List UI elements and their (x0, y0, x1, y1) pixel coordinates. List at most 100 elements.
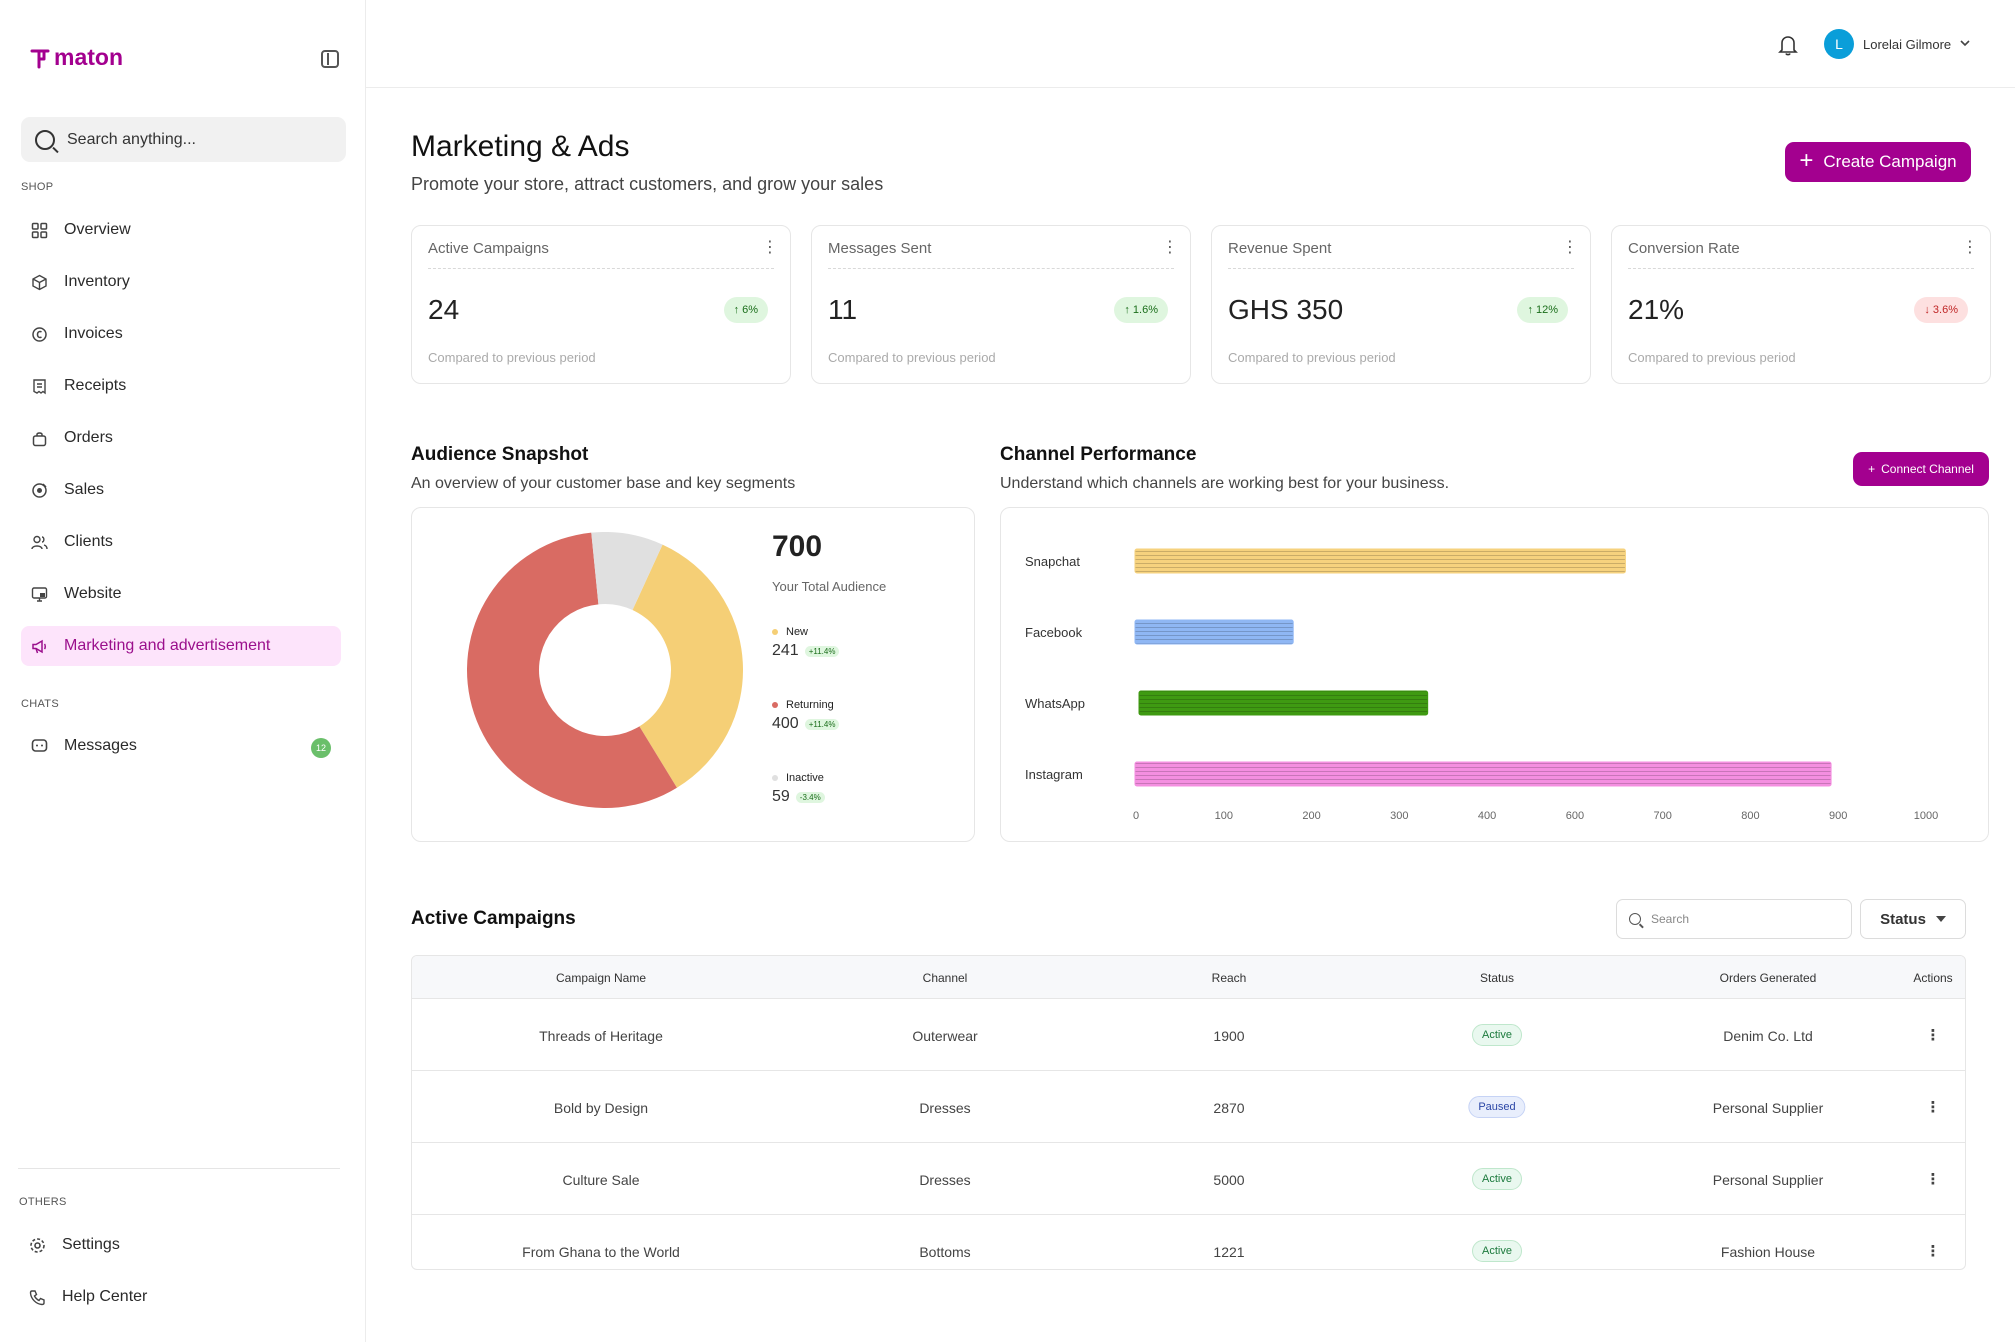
stat-change-badge: ↑ 12% (1517, 297, 1568, 323)
sidebar-item-marketing-and-advertisement[interactable]: Marketing and advertisement (21, 626, 341, 666)
user-name[interactable]: Lorelai Gilmore (1863, 37, 1952, 52)
column-header[interactable]: Channel (922, 971, 968, 985)
create-campaign-button[interactable]: + Create Campaign (1785, 142, 1971, 182)
logo-mark-icon (30, 49, 50, 68)
campaign-search-input[interactable]: Search (1616, 899, 1852, 939)
sidebar-divider (18, 1168, 340, 1169)
sidebar-item-clients[interactable]: Clients (21, 522, 341, 562)
donut-slice-returning (467, 532, 677, 808)
chevron-down-icon[interactable] (1959, 37, 1971, 49)
channel-title: Channel Performance (1000, 444, 1197, 465)
sidebar-item-help-center[interactable]: Help Center (19, 1277, 339, 1317)
x-tick-label: 800 (1741, 810, 1759, 822)
column-header[interactable]: Orders Generated (1719, 971, 1817, 985)
channel-cell: Bottoms (919, 1244, 971, 1260)
status-filter-label: Status (1880, 910, 1926, 928)
orders-generated-cell: Personal Supplier (1712, 1172, 1824, 1188)
row-actions-icon[interactable]: ⋮ (1925, 1171, 1941, 1188)
campaign-name-cell: Bold by Design (553, 1100, 649, 1116)
connect-channel-label: Connect Channel (1881, 462, 1974, 476)
sidebar-search-input[interactable]: Search anything... (21, 117, 346, 162)
page-subtitle: Promote your store, attract customers, a… (411, 174, 884, 194)
row-actions-icon[interactable]: ⋮ (1925, 1099, 1941, 1116)
audience-subtitle: An overview of your customer base and ke… (411, 475, 796, 492)
brand-logo[interactable]: maton (30, 44, 123, 71)
legend-dot (772, 775, 778, 781)
channel-bar-chart: Snapchat Facebook WhatsApp Instagram 0 100 200… (1025, 548, 1938, 822)
arrow-up-icon: ↑ (733, 304, 740, 316)
row-actions-icon[interactable]: ⋮ (1925, 1243, 1941, 1260)
stat-compare-text: Compared to previous period (428, 350, 596, 365)
more-options-icon[interactable]: ⋮ (1562, 239, 1578, 256)
stat-compare-text: Compared to previous period (1228, 350, 1396, 365)
column-header[interactable]: Actions (1913, 971, 1953, 985)
caret-down-icon (1935, 916, 1946, 922)
campaign-name-cell: From Ghana to the World (522, 1244, 680, 1260)
stat-change-badge: ↓ 3.6% (1914, 297, 1968, 323)
table-row[interactable]: From Ghana to the World Bottoms 1221 Act… (412, 1215, 1965, 1269)
sidebar: maton Search anything... SHOP Overview I… (0, 0, 366, 1342)
orders-generated-cell: Denim Co. Ltd (1723, 1028, 1813, 1044)
section-label-others: OTHERS (19, 1196, 67, 1208)
segment-name: Inactive (786, 772, 824, 784)
segment-value: 59 (772, 788, 790, 805)
row-actions-icon[interactable]: ⋮ (1925, 1027, 1941, 1044)
connect-channel-button[interactable]: + Connect Channel (1853, 452, 1989, 486)
stat-card-conversion-rate: Conversion Rate ⋮ 21% ↓ 3.6% Compared to… (1611, 225, 1991, 384)
sidebar-item-orders[interactable]: Orders (21, 418, 341, 458)
stat-value: 24 (428, 294, 460, 325)
sidebar-collapse-icon[interactable] (321, 50, 339, 68)
reach-cell: 1900 (1213, 1028, 1245, 1044)
stat-change-badge: ↑ 6% (723, 297, 768, 323)
more-options-icon[interactable]: ⋮ (1162, 239, 1178, 256)
chat-icon (31, 738, 48, 755)
audience-total-label: Your Total Audience (772, 579, 887, 594)
sidebar-item-overview[interactable]: Overview (21, 210, 341, 250)
bar-facebook[interactable] (1134, 619, 1294, 645)
column-header[interactable]: Reach (1211, 971, 1247, 985)
sidebar-item-sales[interactable]: Sales (21, 470, 341, 510)
search-icon (35, 129, 55, 150)
sidebar-search-placeholder: Search anything... (67, 130, 196, 148)
segment-value: 241 (772, 642, 799, 659)
sidebar-item-receipts[interactable]: Receipts (21, 366, 341, 406)
sidebar-item-settings[interactable]: Settings (19, 1225, 339, 1265)
table-row[interactable]: Culture Sale Dresses 5000 Active Persona… (412, 1143, 1965, 1215)
status-filter-dropdown[interactable]: Status (1860, 899, 1966, 939)
audience-title: Audience Snapshot (411, 444, 589, 465)
x-tick-label: 700 (1653, 810, 1671, 822)
campaign-name-cell: Threads of Heritage (539, 1028, 663, 1044)
more-options-icon[interactable]: ⋮ (762, 239, 778, 256)
gear-icon (29, 1237, 46, 1254)
bar-snapchat[interactable] (1134, 548, 1626, 574)
messages-count-badge: 12 (311, 738, 331, 758)
orders-generated-cell: Fashion House (1720, 1244, 1816, 1260)
arrow-up-icon: ↑ (1124, 304, 1130, 316)
more-options-icon[interactable]: ⋮ (1962, 239, 1978, 256)
table-row[interactable]: Bold by Design Dresses 2870 Paused Perso… (412, 1071, 1965, 1143)
stat-change-badge: ↑ 1.6% (1114, 297, 1168, 323)
bar-category-label: Facebook (1025, 625, 1083, 640)
box-icon (31, 274, 48, 291)
sidebar-item-label: Orders (64, 429, 113, 446)
table-row[interactable]: Threads of Heritage Outerwear 1900 Activ… (412, 999, 1965, 1071)
table-header: Campaign Name Channel Reach Status Orders Ge… (412, 956, 1965, 999)
sidebar-item-inventory[interactable]: Inventory (21, 262, 341, 302)
user-avatar[interactable]: L (1824, 29, 1854, 59)
sidebar-item-label: Messages (64, 737, 137, 754)
sidebar-item-invoices[interactable]: Invoices (21, 314, 341, 354)
bar-whatsapp[interactable] (1138, 690, 1429, 716)
sidebar-item-website[interactable]: Website (21, 574, 341, 614)
segment-change-badge: -3.4% (795, 791, 825, 803)
column-header[interactable]: Campaign Name (555, 971, 647, 985)
stat-compare-text: Compared to previous period (828, 350, 996, 365)
sidebar-item-messages[interactable]: Messages 12 (21, 726, 341, 766)
bar-instagram[interactable] (1134, 761, 1832, 787)
stat-change-value: 12% (1535, 304, 1558, 316)
stat-label: Revenue Spent (1228, 240, 1332, 257)
legend-dot (772, 629, 778, 635)
bar-category-label: Instagram (1025, 767, 1083, 782)
notification-bell-icon[interactable] (1778, 34, 1798, 56)
column-header[interactable]: Status (1479, 971, 1515, 985)
donut-slice-new (632, 544, 743, 788)
